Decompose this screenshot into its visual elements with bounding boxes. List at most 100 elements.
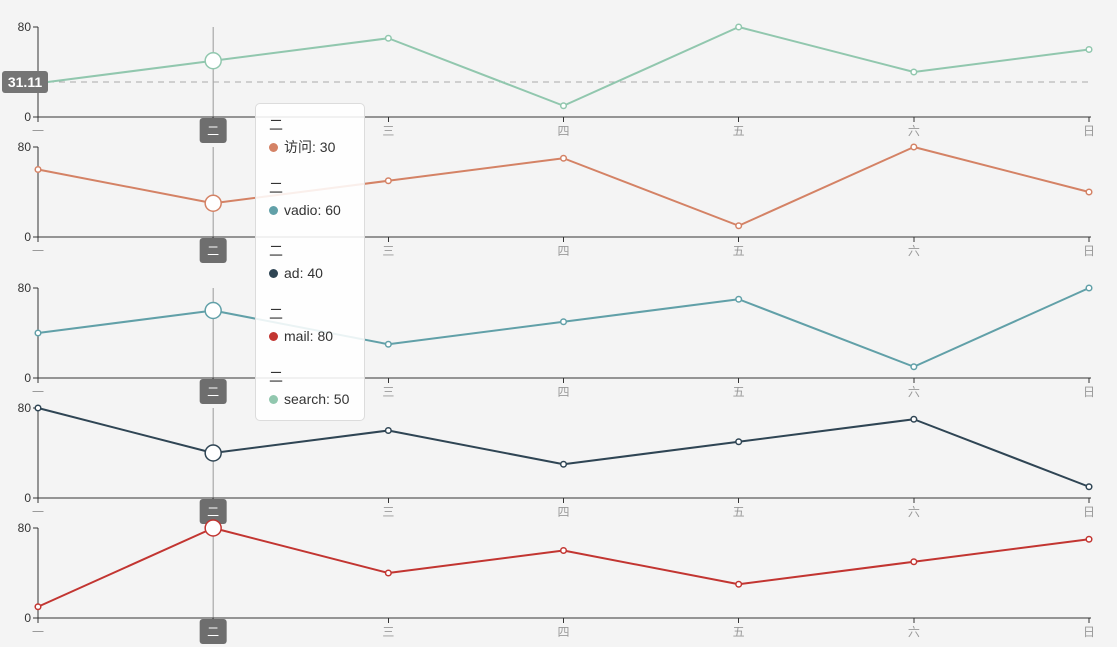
y-axis-label: 80 [18,521,32,535]
tooltip-series-row: search: 50 [269,388,351,410]
chart-vadio: 0 80 一 三 四 五 六 日 二 [18,281,1095,404]
x-axis-label: 六 [908,244,920,258]
x-axis-label: 日 [1083,124,1095,138]
data-point[interactable] [384,177,392,185]
x-axis-label: 日 [1083,385,1095,399]
tooltip-axis-value: 二 [269,369,283,385]
line-series-ad[interactable] [37,407,1090,488]
data-point[interactable] [1085,535,1093,543]
tooltip-series-row: vadio: 60 [269,199,351,221]
x-axis-label: 一 [32,625,44,639]
data-point[interactable] [1085,483,1093,491]
tooltip-series-text: vadio: 60 [284,202,341,218]
y-axis-label: 0 [24,371,31,385]
data-point[interactable] [34,165,42,174]
x-axis-label: 四 [557,124,569,138]
tooltip-series-text: ad: 40 [284,265,323,281]
series-color-dot [269,205,278,215]
data-point[interactable] [735,295,743,303]
y-axis-label: 80 [18,140,32,154]
tooltip: 二访问: 30 二 vadio: 60 二 ad: 40 二 mail: 80 二 search… [255,103,365,421]
data-point[interactable] [735,580,743,588]
x-axis-label: 三 [382,625,394,639]
x-axis-label: 一 [32,385,44,399]
y-axis-label: 0 [24,611,31,625]
data-point[interactable] [559,546,568,555]
highlighted-data-point[interactable] [204,444,222,462]
highlighted-data-point[interactable] [204,301,222,320]
chart-search: 0 80 一 三 四 五 六 日 二 [18,20,1095,143]
x-axis-label: 三 [382,244,394,258]
x-axis-label: 一 [32,244,44,258]
tooltip-axis-value: 二 [269,117,283,133]
data-point[interactable] [1085,45,1093,54]
axis-pointer-label: 二 [207,625,219,639]
axis-pointer-label-box [199,499,227,524]
data-point[interactable] [384,426,392,435]
data-point[interactable] [559,318,568,326]
x-axis-label: 三 [382,385,394,399]
tooltip-series-row: mail: 80 [269,325,351,347]
chart-访问: 0 80 一 三 四 五 六 日 二 [18,140,1095,263]
tooltip-series-row: 访问: 30 [269,136,351,158]
highlighted-data-point[interactable] [204,194,222,212]
tooltip-group: 二 mail: 80 [269,303,351,347]
data-point[interactable] [735,438,743,446]
y-axis-label: 80 [18,401,32,415]
highlighted-data-point[interactable] [204,52,222,70]
data-point[interactable] [910,363,918,371]
data-point[interactable] [34,603,42,611]
x-axis-label: 四 [557,625,569,639]
x-axis-label: 六 [908,385,920,399]
highlighted-data-point[interactable] [204,519,222,537]
x-axis-label: 六 [908,124,920,138]
x-axis-label: 四 [557,385,569,399]
y-axis-label: 80 [18,281,32,295]
data-point[interactable] [735,23,743,31]
data-point[interactable] [384,569,392,577]
data-point[interactable] [910,143,918,151]
x-axis-label: 五 [733,244,745,258]
data-point[interactable] [384,34,392,42]
line-series-search[interactable] [37,26,1090,107]
x-axis-label: 日 [1083,625,1095,639]
chart-ad: 0 80 一 三 四 五 六 日 二 [18,401,1095,524]
x-axis-label: 四 [557,244,569,258]
data-point[interactable] [1085,188,1093,196]
axis-pointer-label-box [199,379,227,404]
x-axis-label: 六 [908,505,920,519]
data-point[interactable] [559,102,568,110]
tooltip-series-row: ad: 40 [269,262,351,284]
x-axis-label: 一 [32,124,44,138]
x-axis-label: 三 [382,124,394,138]
data-point[interactable] [910,558,918,566]
data-point[interactable] [735,222,743,230]
y-axis-label: 80 [18,20,32,34]
data-point[interactable] [559,154,568,162]
series-color-dot [269,331,278,341]
x-axis-label: 日 [1083,505,1095,519]
series-color-dot [269,268,278,278]
line-series-vadio[interactable] [37,287,1090,368]
data-point[interactable] [34,404,42,412]
data-point[interactable] [559,460,568,468]
series-color-dot [269,142,278,152]
tooltip-axis-value: 二 [269,306,283,322]
y-axis-label: 0 [24,110,31,124]
data-point[interactable] [384,340,392,348]
x-axis-label: 三 [382,505,394,519]
axis-pointer-label: 二 [207,244,219,258]
tooltip-series-text: search: 50 [284,391,350,407]
data-point[interactable] [34,329,42,337]
series-color-dot [269,394,278,404]
line-series-mail[interactable] [37,527,1090,608]
data-point[interactable] [910,415,918,423]
tooltip-series-text: mail: 80 [284,328,334,344]
tooltip-group: 二 search: 50 [269,366,351,410]
tooltip-axis-value: 二 [269,243,283,259]
data-point[interactable] [910,68,918,76]
axis-pointer-label: 二 [207,385,219,399]
data-point[interactable] [1085,284,1093,292]
